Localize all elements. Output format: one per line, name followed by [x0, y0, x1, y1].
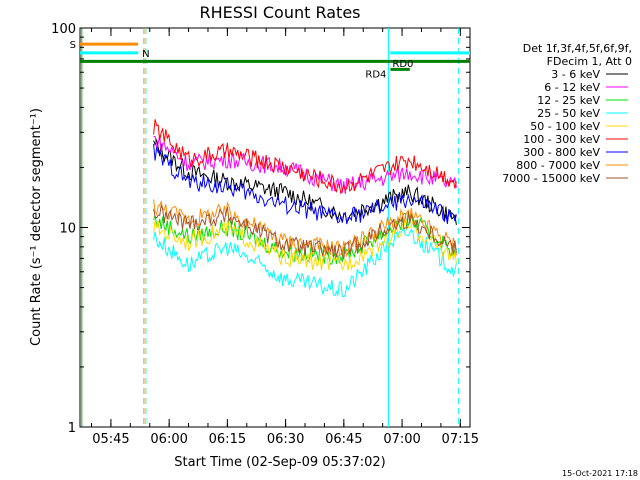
legend-entry-label: 100 - 300 keV	[523, 133, 600, 146]
x-tick-label: 07:00	[383, 432, 420, 447]
legend-entry-label: 7000 - 15000 keV	[502, 172, 600, 185]
series-line-2	[153, 212, 457, 265]
x-axis-ticks: 05:45 06:00 06:15 06:30 06:45 07:00 07:15	[91, 28, 479, 447]
y-tick-label: 1	[68, 421, 76, 436]
chart-title: RHESSI Count Rates	[200, 3, 361, 22]
legend-entry-label: 6 - 12 keV	[544, 81, 600, 94]
x-tick-label: 06:00	[150, 432, 187, 447]
y-tick-label: 100	[51, 22, 76, 37]
series-line-7	[153, 199, 457, 258]
x-axis-label: Start Time (02-Sep-09 05:37:02)	[174, 455, 385, 470]
legend-entry-label: 25 - 50 keV	[537, 107, 600, 120]
legend: Det 1f,3f,4f,5f,6f,9f,FDecim 1, Att 03 -…	[502, 42, 632, 185]
y-axis-ticks: 1 10 100	[51, 22, 470, 436]
y-tick-label: 10	[59, 222, 76, 237]
annotation-bars: S N RD0 RD4	[70, 40, 470, 80]
x-tick-label: 06:15	[209, 432, 246, 447]
x-tick-label: 06:45	[325, 432, 362, 447]
legend-header-line: Det 1f,3f,4f,5f,6f,9f,	[523, 42, 632, 55]
annotation-label-0: S	[70, 40, 76, 51]
annotation-label-1: N	[142, 49, 149, 60]
series-line-3	[153, 227, 457, 298]
series-line-5	[153, 119, 457, 195]
legend-entry-label: 3 - 6 keV	[551, 68, 600, 81]
legend-entry-label: 12 - 25 keV	[537, 94, 600, 107]
x-tick-label: 07:15	[442, 432, 479, 447]
legend-entry-label: 300 - 800 keV	[523, 146, 600, 159]
series-line-0	[153, 138, 457, 225]
x-tick-label: 05:45	[92, 432, 129, 447]
series-line-8	[153, 203, 457, 260]
series-line-6	[153, 143, 457, 225]
y-axis-label: Count Rate (s⁻¹ detector segment⁻¹)	[29, 108, 44, 346]
footer-date: 15-Oct-2021 17:18	[562, 469, 638, 478]
series-line-1	[153, 135, 457, 194]
legend-entry-label: 800 - 7000 keV	[516, 159, 600, 172]
x-tick-label: 06:30	[267, 432, 304, 447]
annotation-label-4: RD4	[365, 69, 386, 80]
legend-entry-label: 50 - 100 keV	[530, 120, 600, 133]
legend-header-line: FDecim 1, Att 0	[547, 55, 632, 68]
series-lines	[153, 119, 457, 298]
annotation-label-3: RD0	[392, 59, 413, 70]
